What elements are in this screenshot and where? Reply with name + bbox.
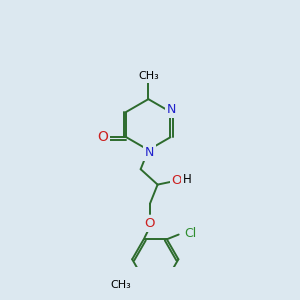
Text: O: O	[172, 174, 182, 187]
Text: O: O	[145, 217, 155, 230]
Text: N: N	[167, 103, 177, 116]
Text: N: N	[145, 146, 154, 159]
Text: O: O	[97, 130, 108, 144]
Text: Cl: Cl	[184, 226, 196, 240]
Text: CH₃: CH₃	[138, 71, 159, 81]
Text: H: H	[182, 173, 191, 187]
Text: CH₃: CH₃	[110, 280, 131, 290]
